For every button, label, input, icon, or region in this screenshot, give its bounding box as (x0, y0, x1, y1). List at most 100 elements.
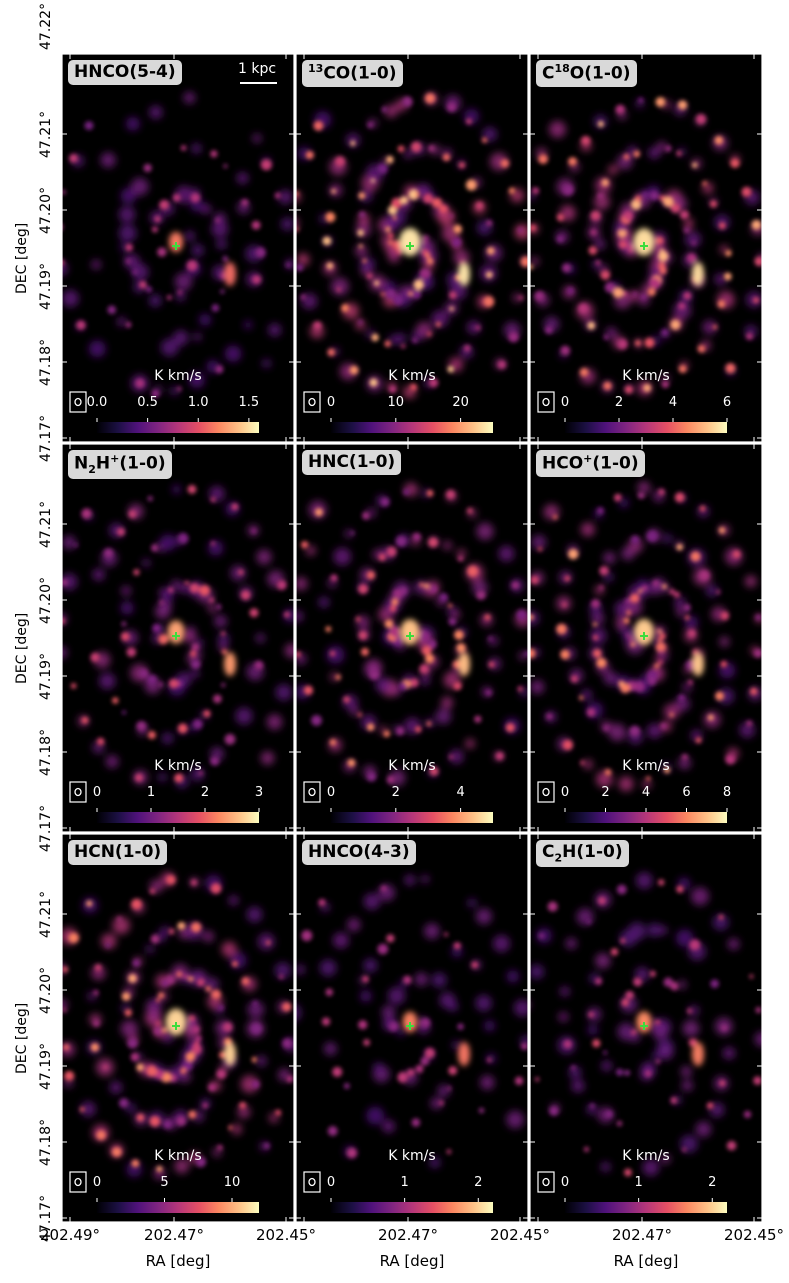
panel-title: HNCO(5-4) (68, 60, 182, 85)
title-sub: 2 (88, 463, 96, 477)
panel-frame (61, 53, 295, 443)
panel-frame (529, 833, 763, 1223)
colorbar-tick-label: 0 (326, 1175, 336, 1190)
colorbar-unit: K km/s (388, 758, 436, 774)
dec-tick-label: 47.19° (38, 262, 54, 310)
nucleus-marker (640, 632, 648, 640)
colorbar-tick-label: 1 (634, 1175, 643, 1190)
title-main: H(1-0) (562, 842, 623, 862)
colorbar-tick-label: 0.5 (137, 395, 158, 410)
title-main: O(1-0) (569, 63, 631, 84)
title-main: HNCO(5-4) (74, 62, 176, 82)
dec-tick-label: 47.20° (38, 576, 54, 624)
dec-tick-label: 47.21° (38, 500, 54, 548)
colorbar-unit: K km/s (154, 758, 202, 774)
panel-title: C18O(1-0) (536, 60, 637, 87)
beam-ellipse (542, 397, 550, 407)
colorbar-tick-label: 6 (722, 395, 732, 410)
panel-title: HNCO(4-3) (302, 840, 416, 865)
colorbar (565, 812, 727, 823)
ra-tick-label: 202.47° (144, 1226, 204, 1244)
dec-tick-label: 47.21° (38, 110, 54, 158)
beam-box (303, 391, 321, 413)
dec-tick-label: 47.21° (38, 890, 54, 938)
x-axis-label: RA [deg] (145, 1252, 211, 1270)
colorbar (97, 812, 259, 823)
colorbar-tick-label: 2 (391, 785, 400, 800)
colorbar-tick-label: 5 (160, 1175, 169, 1190)
beam-ellipse (74, 1177, 82, 1187)
panel-hcn (61, 833, 295, 1223)
y-axis-label: DEC [deg] (14, 612, 30, 684)
beam-box (69, 391, 87, 413)
ra-tick-label: 202.49° (40, 1226, 100, 1244)
emission-map (296, 92, 528, 399)
nucleus-marker (406, 632, 414, 640)
colorbar-tick-label: 2 (200, 785, 210, 800)
nucleus-marker (172, 242, 180, 250)
beam-ellipse (308, 1177, 316, 1187)
panel-hcop (529, 443, 763, 833)
title-pre: C (542, 63, 555, 84)
panel-title: 13CO(1-0) (302, 60, 403, 87)
scale-bar-label: 1 kpc (238, 61, 277, 77)
colorbar-unit: K km/s (388, 368, 436, 384)
dec-tick-label: 47.18° (38, 338, 54, 386)
colorbar (331, 1202, 493, 1213)
colorbar-tick-label: 2 (708, 1175, 717, 1190)
nucleus-marker (406, 1022, 414, 1030)
colorbar-tick-label: 0 (560, 785, 570, 800)
colorbar-tick-label: 0 (560, 1175, 570, 1190)
colorbar-unit: K km/s (622, 758, 670, 774)
y-axis-label: DEC [deg] (14, 222, 30, 294)
colorbar-tick-label: 1 (400, 1175, 409, 1190)
ra-tick-label: 202.45° (724, 1226, 784, 1244)
panel-title: HNC(1-0) (302, 450, 402, 475)
dec-tick-label: 47.19° (38, 1042, 54, 1090)
colorbar (331, 422, 493, 433)
beam-box (537, 1171, 555, 1193)
title-sub: 2 (554, 851, 563, 865)
colorbar-tick-label: 2 (614, 395, 624, 410)
dec-tick-label: 47.20° (38, 966, 54, 1014)
panel-frame (61, 443, 295, 833)
ra-tick-label: 202.47° (378, 1226, 438, 1244)
panel-hnc (295, 443, 529, 833)
colorbar-tick-label: 2 (601, 785, 610, 800)
colorbar (97, 422, 259, 433)
ra-tick-label: 202.47° (612, 1226, 672, 1244)
panel-frame (529, 53, 763, 443)
title-sup: + (583, 452, 593, 465)
dec-tick-label: 47.20° (38, 186, 54, 234)
colorbar-tick-label: 10 (387, 395, 405, 410)
panel-c2h (529, 833, 763, 1223)
beam-ellipse (542, 1177, 550, 1187)
colorbar-tick-label: 0.0 (86, 395, 108, 410)
panel-title: N2H+(1-0) (68, 450, 172, 480)
beam-box (537, 391, 555, 413)
dec-tick-label: 47.22° (38, 2, 54, 50)
title-main: CO(1-0) (323, 63, 397, 84)
beam-box (69, 1171, 87, 1193)
beam-box (69, 781, 87, 803)
beam-ellipse (308, 787, 316, 797)
beam-ellipse (74, 397, 82, 407)
colorbar-tick-label: 4 (668, 395, 678, 410)
panel-frame (295, 833, 529, 1223)
nucleus-marker (172, 632, 180, 640)
colorbar-tick-label: 0 (560, 395, 570, 410)
panel-hnco43 (295, 833, 529, 1223)
colorbar (565, 422, 727, 433)
title-main: H (95, 453, 111, 474)
emission-map (296, 482, 528, 786)
colorbar-unit: K km/s (154, 368, 202, 384)
colorbar-tick-label: 8 (722, 785, 732, 800)
colorbar-unit: K km/s (388, 1148, 436, 1164)
beam-ellipse (74, 787, 82, 797)
colorbar (331, 812, 493, 823)
panel-hnco54 (61, 53, 295, 443)
beam-box (537, 781, 555, 803)
colorbar-tick-label: 4 (456, 785, 465, 800)
dec-tick-label: 47.18° (38, 1118, 54, 1166)
dec-tick-label: 47.17° (38, 804, 54, 852)
